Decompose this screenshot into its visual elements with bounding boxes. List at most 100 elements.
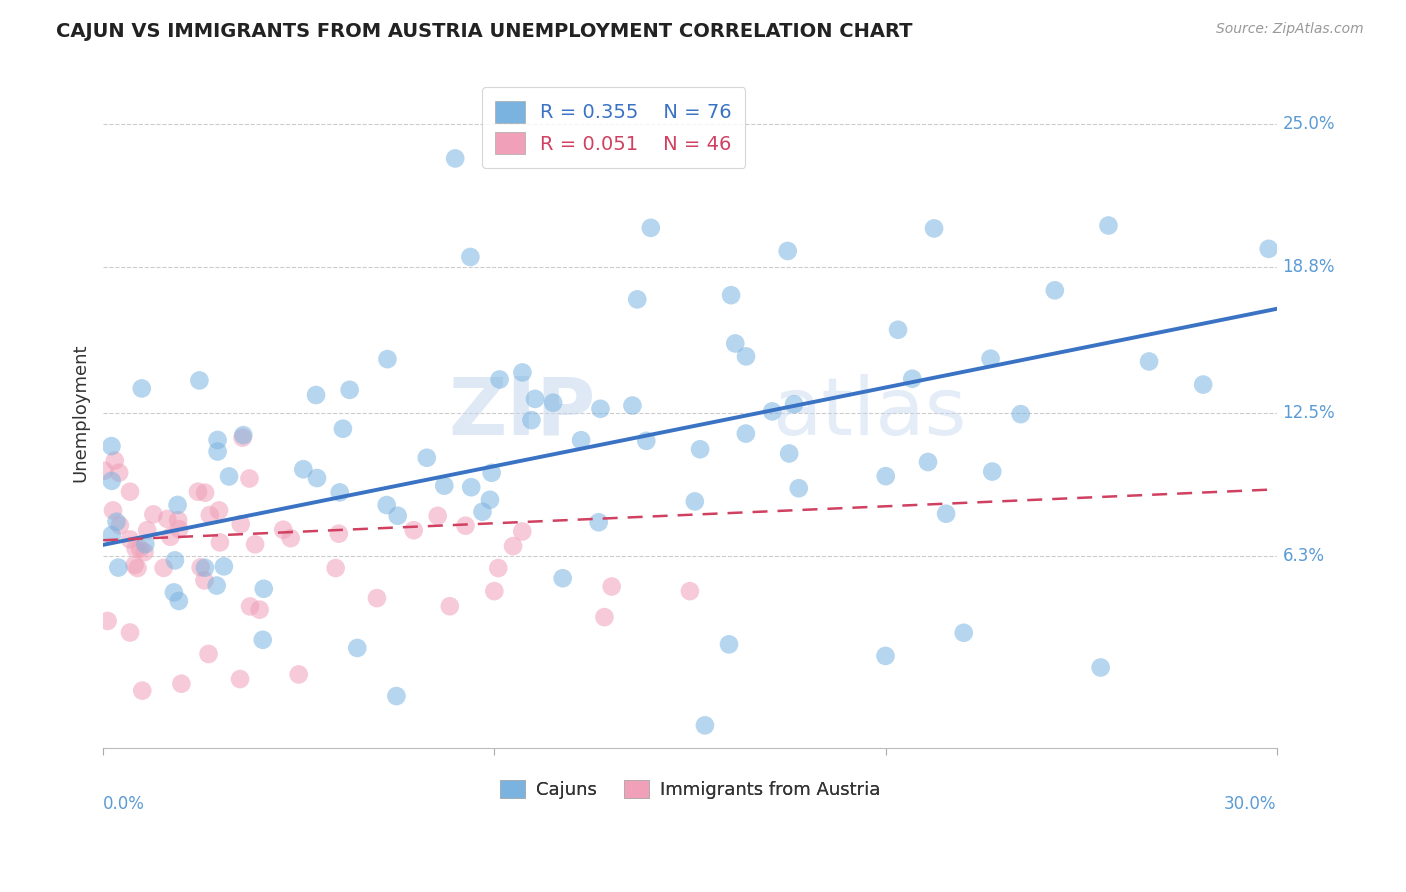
Point bbox=[127, 561, 149, 575]
Point bbox=[1192, 377, 1215, 392]
Point bbox=[104, 453, 127, 467]
Point bbox=[1010, 407, 1032, 421]
Point bbox=[93, 464, 115, 478]
Point bbox=[875, 648, 897, 663]
Point bbox=[952, 625, 974, 640]
Point bbox=[481, 466, 503, 480]
Point bbox=[922, 221, 945, 235]
Point bbox=[887, 323, 910, 337]
Point bbox=[100, 474, 122, 488]
Point bbox=[439, 599, 461, 614]
Point bbox=[218, 469, 240, 483]
Point bbox=[626, 293, 648, 307]
Point bbox=[683, 494, 706, 508]
Text: 30.0%: 30.0% bbox=[1225, 796, 1277, 814]
Point bbox=[118, 484, 141, 499]
Point bbox=[346, 640, 368, 655]
Point bbox=[136, 523, 159, 537]
Text: 0.0%: 0.0% bbox=[103, 796, 145, 814]
Point bbox=[783, 397, 806, 411]
Point bbox=[433, 478, 456, 492]
Point bbox=[385, 689, 408, 703]
Point bbox=[935, 507, 957, 521]
Point bbox=[569, 434, 592, 448]
Point bbox=[305, 388, 328, 402]
Point bbox=[520, 413, 543, 427]
Point bbox=[108, 518, 131, 533]
Point bbox=[187, 484, 209, 499]
Point bbox=[502, 539, 524, 553]
Point bbox=[679, 584, 702, 599]
Y-axis label: Unemployment: Unemployment bbox=[72, 343, 89, 483]
Point bbox=[718, 637, 741, 651]
Point bbox=[589, 401, 612, 416]
Point bbox=[163, 553, 186, 567]
Point bbox=[131, 683, 153, 698]
Point bbox=[524, 392, 547, 406]
Point bbox=[108, 466, 131, 480]
Legend: Cajuns, Immigrants from Austria: Cajuns, Immigrants from Austria bbox=[492, 772, 887, 806]
Point bbox=[593, 610, 616, 624]
Point bbox=[156, 512, 179, 526]
Point bbox=[232, 431, 254, 445]
Point bbox=[917, 455, 939, 469]
Point bbox=[249, 602, 271, 616]
Point bbox=[329, 485, 352, 500]
Point bbox=[375, 498, 398, 512]
Point bbox=[636, 434, 658, 448]
Point bbox=[243, 537, 266, 551]
Text: Source: ZipAtlas.com: Source: ZipAtlas.com bbox=[1216, 22, 1364, 37]
Point bbox=[332, 422, 354, 436]
Point bbox=[510, 524, 533, 539]
Text: 12.5%: 12.5% bbox=[1282, 404, 1336, 422]
Point bbox=[787, 481, 810, 495]
Point bbox=[190, 560, 212, 574]
Point bbox=[208, 535, 231, 549]
Point bbox=[271, 523, 294, 537]
Point bbox=[167, 522, 190, 536]
Point bbox=[159, 530, 181, 544]
Point bbox=[366, 591, 388, 605]
Point bbox=[134, 537, 156, 551]
Point bbox=[229, 517, 252, 532]
Point bbox=[107, 560, 129, 574]
Point bbox=[97, 614, 120, 628]
Text: 6.3%: 6.3% bbox=[1282, 548, 1324, 566]
Point bbox=[100, 439, 122, 453]
Point bbox=[167, 513, 190, 527]
Point bbox=[444, 152, 467, 166]
Point bbox=[402, 523, 425, 537]
Point bbox=[720, 288, 742, 302]
Point bbox=[778, 446, 800, 460]
Point bbox=[194, 485, 217, 500]
Point bbox=[328, 526, 350, 541]
Point bbox=[292, 462, 315, 476]
Point bbox=[167, 594, 190, 608]
Point bbox=[142, 508, 165, 522]
Point bbox=[198, 508, 221, 522]
Point bbox=[163, 585, 186, 599]
Point bbox=[305, 471, 328, 485]
Point bbox=[600, 580, 623, 594]
Point bbox=[416, 450, 439, 465]
Point bbox=[875, 469, 897, 483]
Point bbox=[735, 350, 758, 364]
Point bbox=[252, 632, 274, 647]
Point bbox=[1137, 354, 1160, 368]
Point bbox=[100, 528, 122, 542]
Text: CAJUN VS IMMIGRANTS FROM AUSTRIA UNEMPLOYMENT CORRELATION CHART: CAJUN VS IMMIGRANTS FROM AUSTRIA UNEMPLO… bbox=[56, 22, 912, 41]
Point bbox=[194, 560, 217, 574]
Point bbox=[426, 508, 449, 523]
Point bbox=[640, 220, 662, 235]
Point bbox=[460, 250, 482, 264]
Point bbox=[454, 518, 477, 533]
Point bbox=[229, 672, 252, 686]
Point bbox=[1043, 283, 1066, 297]
Point bbox=[105, 515, 128, 529]
Point bbox=[512, 366, 534, 380]
Point bbox=[170, 676, 193, 690]
Point bbox=[761, 404, 783, 418]
Point bbox=[152, 561, 174, 575]
Point bbox=[387, 508, 409, 523]
Point bbox=[460, 480, 482, 494]
